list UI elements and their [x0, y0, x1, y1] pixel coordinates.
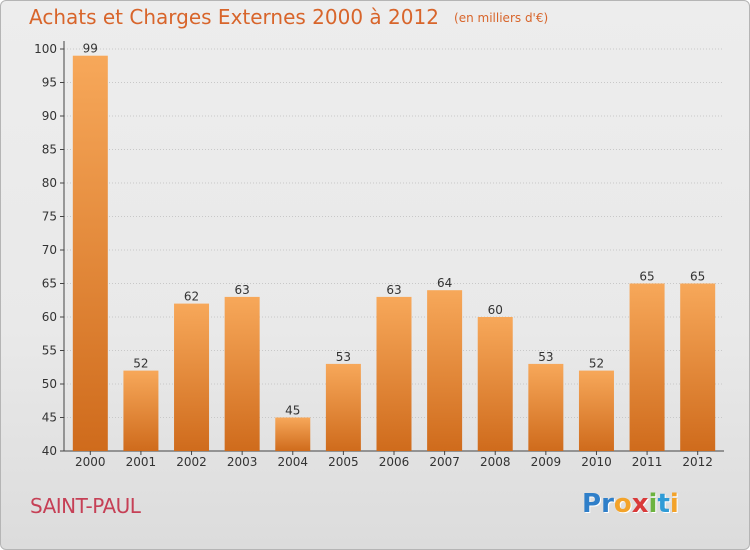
data-label: 52 [589, 357, 604, 371]
bar [376, 296, 412, 451]
logo-letter: i [648, 489, 658, 519]
y-tick-label: 70 [42, 243, 57, 257]
y-tick-label: 75 [42, 210, 57, 224]
bar [224, 296, 260, 451]
logo-letter: x [631, 489, 649, 519]
x-tick-label: 2004 [277, 455, 308, 469]
x-tick-label: 2002 [176, 455, 207, 469]
x-tick-label: 2007 [429, 455, 460, 469]
x-tick-label: 2010 [581, 455, 612, 469]
commune-name: SAINT-PAUL [30, 494, 141, 518]
x-tick-label: 2011 [632, 455, 663, 469]
title-text: Achats et Charges Externes 2000 à 2012 [29, 5, 439, 29]
data-label: 65 [690, 270, 705, 284]
x-tick-label: 2003 [227, 455, 258, 469]
bar [477, 317, 513, 451]
proxiti-logo[interactable]: Proxiti [582, 489, 679, 519]
data-label: 53 [538, 350, 553, 364]
chart-title: Achats et Charges Externes 2000 à 2012 (… [29, 5, 548, 29]
logo-letter: o [613, 489, 632, 519]
bar [427, 290, 463, 451]
bar [578, 370, 614, 451]
bar [174, 303, 210, 451]
data-label: 63 [386, 283, 401, 297]
data-label: 45 [285, 404, 300, 418]
data-label: 60 [488, 303, 503, 317]
y-axis-ticks: 40 45 50 55 60 65 70 75 80 85 90 95 100 [34, 42, 64, 458]
x-tick-label: 2012 [682, 455, 713, 469]
y-tick-label: 40 [42, 444, 57, 458]
data-label: 62 [184, 290, 199, 304]
bars [72, 55, 716, 451]
bar [123, 370, 159, 451]
bar [325, 363, 361, 451]
bar [275, 417, 311, 451]
y-tick-label: 55 [42, 344, 57, 358]
y-tick-label: 100 [34, 42, 57, 56]
logo-letter: i [669, 489, 679, 519]
bar [629, 283, 665, 451]
x-tick-label: 2005 [328, 455, 359, 469]
y-tick-label: 95 [42, 76, 57, 90]
y-tick-label: 50 [42, 377, 57, 391]
y-tick-label: 60 [42, 310, 57, 324]
logo-letter: r [601, 489, 614, 519]
data-label: 53 [336, 350, 351, 364]
y-tick-label: 80 [42, 176, 57, 190]
bar [680, 283, 716, 451]
data-label: 64 [437, 276, 452, 290]
x-tick-label: 2000 [75, 455, 106, 469]
data-label: 65 [639, 270, 654, 284]
logo-letter: t [657, 489, 670, 519]
bar [528, 363, 564, 451]
x-tick-label: 2006 [379, 455, 410, 469]
x-tick-label: 2001 [126, 455, 157, 469]
data-label: 99 [83, 42, 98, 56]
logo-letter: P [582, 489, 602, 519]
x-axis-ticks: 2000 2001 2002 2003 2004 2005 2006 2007 2008 2009… [75, 451, 713, 469]
x-tick-label: 2008 [480, 455, 511, 469]
y-tick-label: 65 [42, 277, 57, 291]
x-tick-label: 2009 [531, 455, 562, 469]
bar [72, 55, 108, 451]
y-tick-label: 85 [42, 143, 57, 157]
data-labels: 99 52 62 63 45 53 63 64 60 53 52 65 65 [83, 42, 706, 418]
data-label: 63 [235, 283, 250, 297]
title-unit: (en milliers d'€) [454, 11, 549, 25]
y-tick-label: 45 [42, 411, 57, 425]
data-label: 52 [133, 357, 148, 371]
y-tick-label: 90 [42, 109, 57, 123]
